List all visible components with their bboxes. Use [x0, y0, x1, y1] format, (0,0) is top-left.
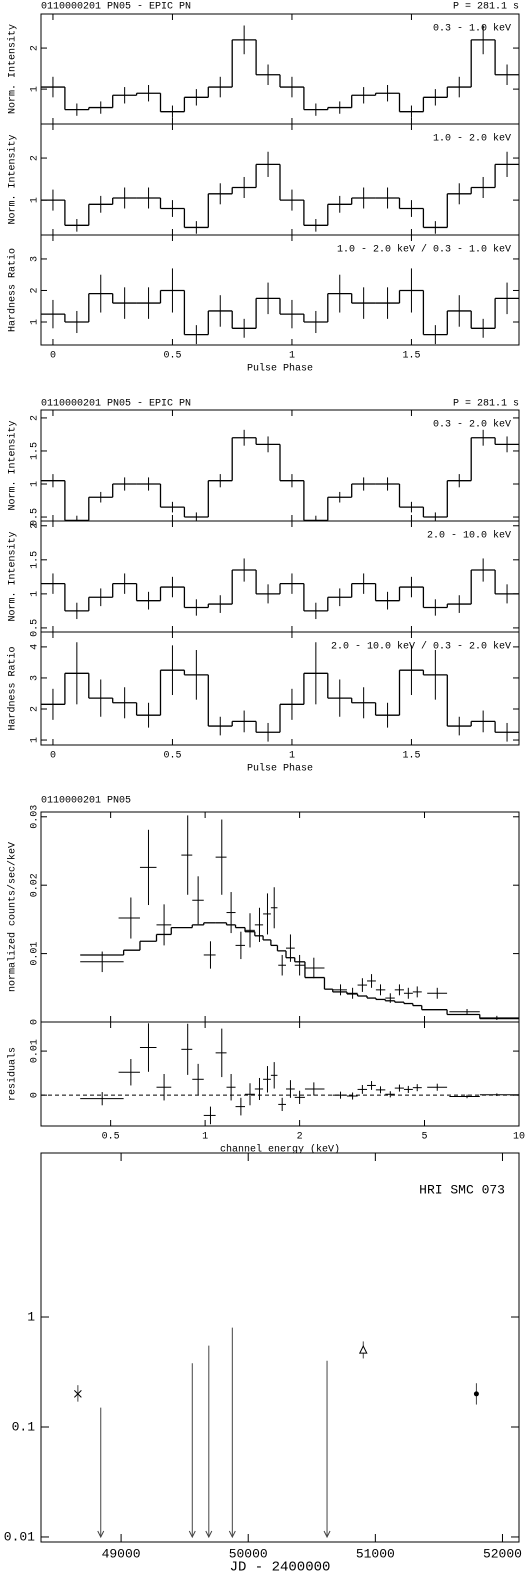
y-axis-label: Norm. Intensity	[7, 420, 19, 510]
x-axis-label: channel energy (keV)	[220, 1144, 340, 1156]
band-label: 1.0 - 2.0 keV	[433, 133, 511, 145]
x-tick-label: 1	[289, 751, 295, 762]
band-label: 0.3 - 1.0 keV	[433, 23, 511, 35]
y-axis-label: normalized counts/sec/keV	[7, 842, 19, 992]
y-tick-label: 1.5	[30, 442, 41, 460]
x-tick-label: 52000	[483, 1546, 522, 1561]
band-label: 2.0 - 10.0 keV / 0.3 - 2.0 keV	[331, 641, 511, 653]
chart-title: 0110000201 PN05	[41, 796, 131, 807]
y-tick-label: 0	[30, 1092, 41, 1098]
x-axis-label: Pulse Phase	[247, 763, 313, 775]
x-tick-label: 1	[202, 1132, 208, 1143]
x-tick-label: 0	[50, 351, 56, 362]
limit-arrow	[228, 1530, 236, 1539]
y-tick-label: 2	[30, 706, 41, 712]
x-tick-label: 0.5	[163, 751, 181, 762]
x-axis-label: JD - 2400000	[230, 1560, 331, 1574]
panel-frame	[40, 1152, 520, 1543]
y-axis-label: Norm. Intensity	[7, 24, 19, 114]
y-tick-label: 3	[30, 675, 41, 681]
panel-frame	[40, 631, 520, 746]
y-tick-label: 0.5	[30, 508, 41, 526]
y-tick-label: 2	[30, 155, 41, 161]
x-tick-label: 0.5	[102, 1132, 120, 1143]
y-tick-label: 1	[30, 737, 41, 743]
y-tick-label: 0.01	[30, 1039, 41, 1063]
limit-arrow	[205, 1530, 213, 1539]
x-tick-label: 1.5	[402, 351, 420, 362]
x-tick-label: 10	[513, 1132, 525, 1143]
x-tick-label: 5	[422, 1132, 428, 1143]
band-label: 2.0 - 10.0 keV	[427, 530, 511, 542]
x-tick-label: 2	[297, 1132, 303, 1143]
y-tick-label: 0.03	[30, 805, 41, 829]
x-axis-label: Pulse Phase	[247, 363, 313, 375]
band-label: 0.3 - 2.0 keV	[433, 419, 511, 431]
marker-dot	[473, 1391, 479, 1397]
y-tick-label: 0.01	[4, 1529, 35, 1544]
x-tick-label: 1	[289, 351, 295, 362]
y-axis-label: Norm. Intensity	[7, 531, 19, 621]
x-tick-label: 51000	[356, 1546, 395, 1561]
marker-triangle	[358, 1345, 368, 1354]
panel-frame	[40, 1021, 520, 1127]
header-title: 0110000201 PN05 - EPIC PN	[41, 2, 191, 13]
y-tick-label: 0	[30, 1019, 41, 1025]
limit-arrow	[97, 1530, 105, 1539]
y-tick-label: 2	[30, 523, 41, 529]
panel-frame	[40, 811, 520, 1023]
y-tick-label: 0.5	[30, 619, 41, 637]
x-tick-label: 1.5	[402, 751, 420, 762]
y-tick-label: 4	[30, 644, 41, 650]
header-period: P = 281.1 s	[453, 2, 519, 13]
y-tick-label: 1.5	[30, 551, 41, 569]
y-axis-label: residuals	[7, 1047, 19, 1101]
y-tick-label: 1	[30, 481, 41, 487]
y-axis-label: Norm. Intensity	[7, 134, 19, 224]
y-tick-label: 0.01	[30, 942, 41, 966]
y-axis-label: Hardness Ratio	[7, 248, 19, 332]
y-axis-label: Hardness Ratio	[7, 646, 19, 730]
y-tick-label: 1	[30, 86, 41, 92]
y-tick-label: 1	[30, 591, 41, 597]
limit-arrow	[188, 1530, 196, 1539]
y-tick-label: 0.1	[12, 1419, 36, 1434]
y-tick-label: 1	[30, 197, 41, 203]
x-tick-label: 50000	[229, 1546, 268, 1561]
y-tick-label: 1	[30, 319, 41, 325]
band-label: 1.0 - 2.0 keV / 0.3 - 1.0 keV	[337, 244, 511, 256]
header-period: P = 281.1 s	[453, 399, 519, 410]
x-tick-label: 49000	[102, 1546, 141, 1561]
x-tick-label: 0	[50, 751, 56, 762]
source-label: HRI SMC 073	[419, 1182, 505, 1197]
y-tick-label: 3	[30, 256, 41, 262]
y-tick-label: 2	[30, 45, 41, 51]
y-tick-label: 0.02	[30, 873, 41, 897]
y-tick-label: 2	[30, 287, 41, 293]
marker-x	[74, 1390, 82, 1398]
x-tick-label: 0.5	[163, 351, 181, 362]
y-tick-label: 1	[27, 1309, 35, 1324]
header-title: 0110000201 PN05 - EPIC PN	[41, 399, 191, 410]
y-tick-label: 2	[30, 415, 41, 421]
limit-arrow	[323, 1530, 331, 1539]
